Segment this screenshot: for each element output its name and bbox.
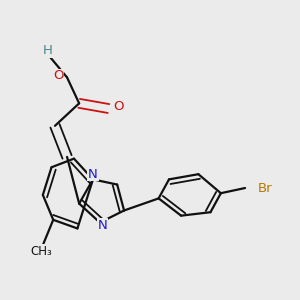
Text: H: H [43,44,53,57]
Text: O: O [113,100,124,113]
Text: N: N [98,219,107,232]
Text: N: N [88,168,98,181]
Text: Br: Br [257,182,272,194]
Text: O: O [53,69,64,82]
Text: CH₃: CH₃ [30,245,52,258]
